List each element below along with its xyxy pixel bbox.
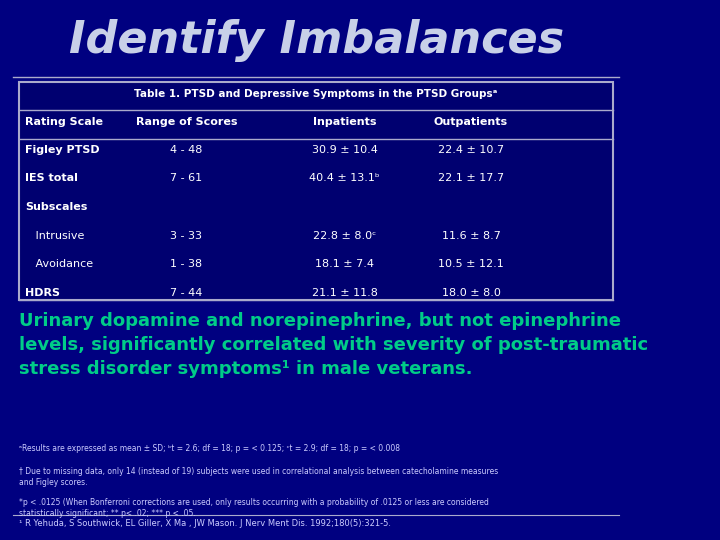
Text: Avoidance: Avoidance — [25, 259, 94, 269]
Text: ᵃResults are expressed as mean ± SD; ᵇt = 2.6; df = 18; p = < 0.125; ᶜt = 2.9; d: ᵃResults are expressed as mean ± SD; ᵇt … — [19, 444, 400, 453]
Text: Table 1. PTSD and Depressive Symptoms in the PTSD Groupsᵃ: Table 1. PTSD and Depressive Symptoms in… — [135, 89, 498, 99]
Text: Subscales: Subscales — [25, 202, 88, 212]
Text: 22.4 ± 10.7: 22.4 ± 10.7 — [438, 145, 504, 155]
Text: Identify Imbalances: Identify Imbalances — [68, 19, 564, 62]
Text: 30.9 ± 10.4: 30.9 ± 10.4 — [312, 145, 377, 155]
Text: 7 - 44: 7 - 44 — [171, 288, 202, 298]
Text: 3 - 33: 3 - 33 — [171, 231, 202, 241]
Text: Rating Scale: Rating Scale — [25, 117, 103, 127]
Text: 4 - 48: 4 - 48 — [171, 145, 202, 155]
Text: Urinary dopamine and norepinephrine, but not epinephrine
levels, significantly c: Urinary dopamine and norepinephrine, but… — [19, 312, 648, 378]
Text: Inpatients: Inpatients — [312, 117, 377, 127]
Text: 10.5 ± 12.1: 10.5 ± 12.1 — [438, 259, 504, 269]
Bar — [19, 82, 613, 300]
Text: 18.1 ± 7.4: 18.1 ± 7.4 — [315, 259, 374, 269]
Text: 7 - 61: 7 - 61 — [171, 173, 202, 184]
Text: ¹ R Yehuda, S Southwick, EL Giller, X Ma , JW Mason. J Nerv Ment Dis. 1992;180(5: ¹ R Yehuda, S Southwick, EL Giller, X Ma… — [19, 519, 391, 528]
Text: 22.8 ± 8.0ᶜ: 22.8 ± 8.0ᶜ — [313, 231, 376, 241]
Text: 40.4 ± 13.1ᵇ: 40.4 ± 13.1ᵇ — [309, 173, 380, 184]
Text: 21.1 ± 11.8: 21.1 ± 11.8 — [312, 288, 377, 298]
Text: HDRS: HDRS — [25, 288, 60, 298]
Text: 1 - 38: 1 - 38 — [171, 259, 202, 269]
Text: Range of Scores: Range of Scores — [136, 117, 237, 127]
Text: Figley PTSD: Figley PTSD — [25, 145, 100, 155]
Text: 22.1 ± 17.7: 22.1 ± 17.7 — [438, 173, 504, 184]
Text: 18.0 ± 8.0: 18.0 ± 8.0 — [441, 288, 500, 298]
Text: Intrusive: Intrusive — [25, 231, 85, 241]
Text: 11.6 ± 8.7: 11.6 ± 8.7 — [441, 231, 500, 241]
Text: *p < .0125 (When Bonferroni corrections are used, only results occurring with a : *p < .0125 (When Bonferroni corrections … — [19, 498, 489, 518]
Text: Outpatients: Outpatients — [434, 117, 508, 127]
Text: IES total: IES total — [25, 173, 78, 184]
Text: † Due to missing data, only 14 (instead of 19) subjects were used in correlation: † Due to missing data, only 14 (instead … — [19, 467, 498, 487]
